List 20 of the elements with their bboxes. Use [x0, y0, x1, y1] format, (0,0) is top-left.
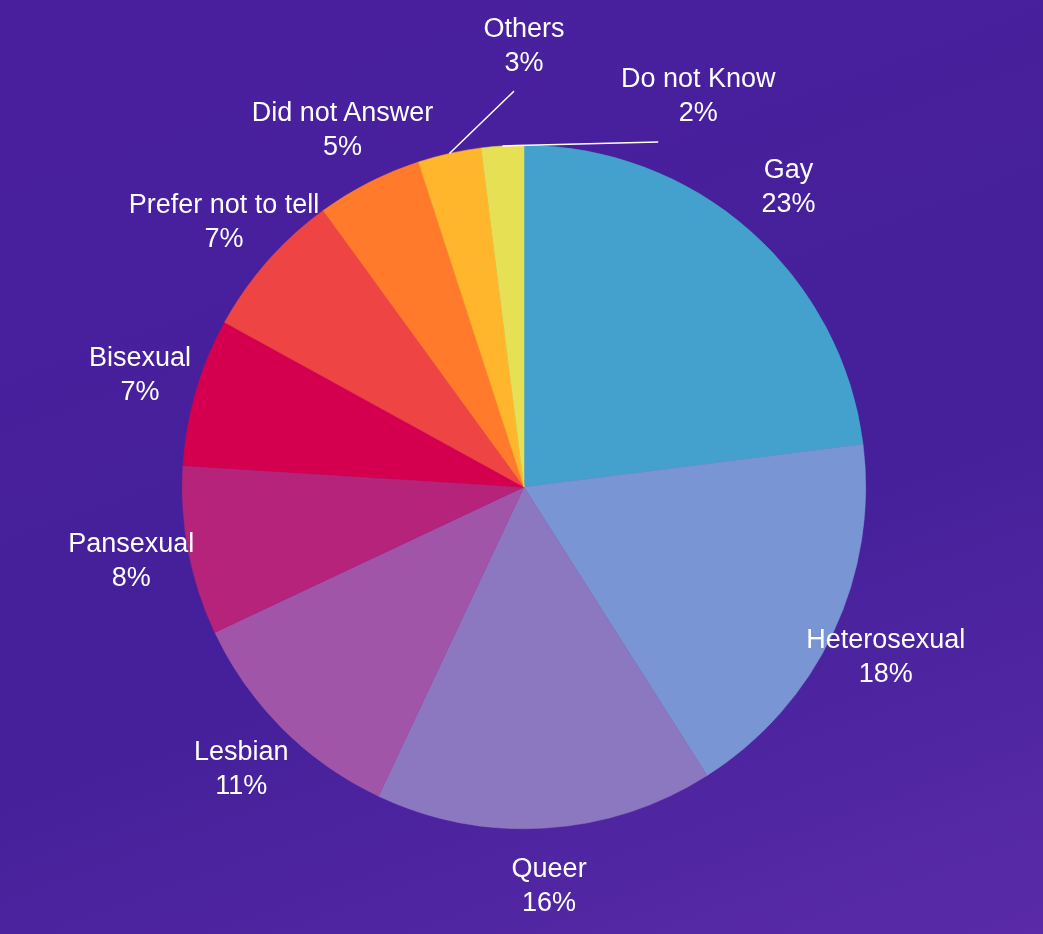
- data-label: 7%: [204, 223, 244, 254]
- slice-label: Heterosexual: [806, 623, 966, 654]
- slice-label: Pansexual: [68, 528, 195, 559]
- data-label: 2%: [678, 97, 718, 128]
- data-label: 3%: [504, 46, 544, 77]
- data-label: 18%: [858, 657, 913, 688]
- slice-label: Gay: [763, 153, 814, 184]
- data-label: 7%: [120, 375, 160, 406]
- data-label: 5%: [322, 131, 362, 162]
- data-label: 16%: [522, 886, 577, 917]
- slice-label: Bisexual: [89, 341, 192, 372]
- data-label: 23%: [761, 187, 816, 218]
- slice-label: Others: [483, 12, 565, 43]
- slice-label: Lesbian: [193, 736, 289, 767]
- data-label: 8%: [111, 562, 151, 593]
- slice-label: Queer: [511, 852, 587, 883]
- slice-label: Prefer not to tell: [128, 189, 320, 220]
- data-label: 11%: [215, 770, 268, 801]
- slice-label: Did not Answer: [251, 97, 434, 128]
- slice-label: Do not Know: [620, 63, 776, 94]
